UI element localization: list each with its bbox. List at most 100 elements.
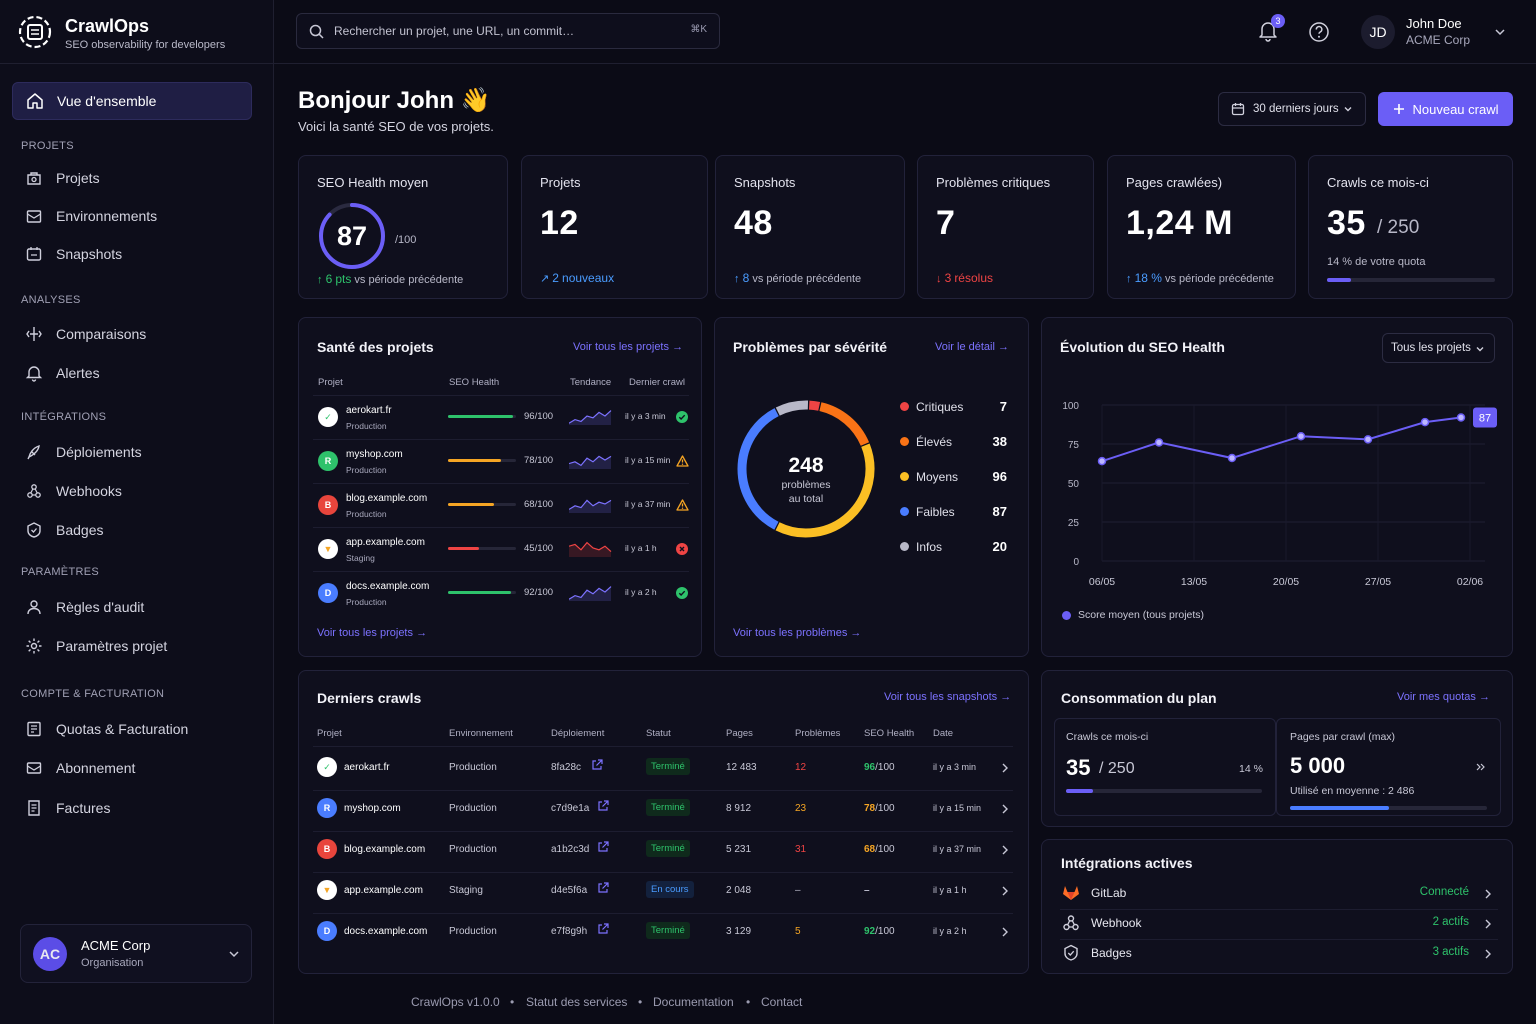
view-all-snapshots-link[interactable]: Voir tous les snapshots →	[884, 691, 1011, 703]
chart-project-filter[interactable]: Tous les projets	[1382, 333, 1495, 363]
nav-item-environnements[interactable]: Environnements	[12, 197, 252, 235]
brand-name[interactable]: CrawlOps	[65, 16, 150, 36]
data-point[interactable]	[1363, 435, 1373, 444]
view-quotas-link[interactable]: Voir mes quotas →	[1397, 691, 1490, 703]
view-all-issues-link[interactable]: Voir tous les problèmes →	[733, 627, 861, 639]
nav-overview-label: Vue d'ensemble	[57, 93, 157, 109]
factures-icon	[24, 798, 44, 818]
nav-item-regles-d-audit[interactable]: Règles d'audit	[12, 588, 252, 626]
crawl-deploy[interactable]: e7f8g9h	[551, 926, 588, 937]
col-project: Projet	[318, 377, 343, 388]
crawl-project[interactable]: aerokart.fr	[344, 762, 390, 773]
nav-overview[interactable]: Vue d'ensemble	[12, 82, 252, 120]
crawl-table-row[interactable]: ✓ aerokart.fr Production 8fa28c Terminé 12 48…	[299, 753, 1027, 787]
nav-item-snapshots[interactable]: Snapshots	[12, 235, 252, 273]
crawl-env: Staging	[449, 885, 483, 896]
nav-item-parametres-projet[interactable]: Paramètres projet	[12, 627, 252, 665]
legend-dot	[900, 437, 909, 446]
chevron-right-icon[interactable]	[1001, 844, 1009, 856]
project-name[interactable]: aerokart.fr	[346, 405, 392, 416]
nav-item-label: Règles d'audit	[56, 599, 145, 615]
arrow-up-right-icon: ↗	[540, 273, 550, 285]
expand-icon[interactable]	[1475, 761, 1487, 773]
crawl-deploy[interactable]: a1b2c3d	[551, 844, 590, 855]
external-link-icon[interactable]	[597, 841, 609, 853]
data-point[interactable]	[1097, 456, 1107, 466]
nav-item-deploiements[interactable]: Déploiements	[12, 433, 252, 471]
user-menu-chevron-icon[interactable]	[1494, 26, 1506, 38]
data-point[interactable]	[1420, 417, 1430, 427]
crawl-deploy[interactable]: d4e5f6a	[551, 885, 588, 896]
user-name[interactable]: John Doe	[1406, 16, 1462, 31]
period-select[interactable]: 30 derniers jours	[1218, 92, 1366, 126]
chevron-right-icon[interactable]	[1001, 885, 1009, 897]
footer-link-docs[interactable]: Documentation	[653, 995, 734, 1009]
crawl-project[interactable]: app.example.com	[344, 885, 423, 896]
new-crawl-button[interactable]: Nouveau crawl	[1378, 92, 1513, 126]
data-point[interactable]	[1154, 438, 1164, 447]
project-name[interactable]: myshop.com	[346, 449, 403, 460]
chevron-right-icon[interactable]	[1484, 918, 1492, 930]
crawl-deploy[interactable]: c7d9e1a	[551, 803, 590, 814]
col-trend: Tendance	[570, 377, 612, 388]
legend-swatch	[1062, 611, 1071, 620]
chevron-right-icon[interactable]	[1001, 762, 1009, 774]
chevron-right-icon[interactable]	[1001, 803, 1009, 815]
health-table-row[interactable]: ▼ app.example.com Staging 45/100 il y a 1 h	[299, 531, 699, 571]
data-point[interactable]	[1227, 453, 1237, 463]
project-name[interactable]: app.example.com	[346, 537, 425, 548]
nav-item-badges[interactable]: Badges	[12, 511, 252, 549]
crawl-deploy[interactable]: 8fa28c	[551, 762, 582, 773]
nav-item-webhooks[interactable]: Webhooks	[12, 472, 252, 510]
org-switcher[interactable]: AC ACME Corp Organisation	[20, 924, 252, 983]
chevron-right-icon[interactable]	[1001, 926, 1009, 938]
data-point[interactable]	[1296, 431, 1306, 441]
y-tick-label: 100	[1062, 401, 1079, 412]
view-all-projects-footer-link[interactable]: Voir tous les projets →	[317, 627, 427, 639]
external-link-icon[interactable]	[597, 882, 609, 894]
crawl-project[interactable]: myshop.com	[344, 803, 401, 814]
nav-item-comparaisons[interactable]: Comparaisons	[12, 315, 252, 353]
trend-sparkline	[569, 539, 613, 559]
view-all-projects-link[interactable]: Voir tous les projets →	[573, 341, 683, 353]
nav-item-abonnement[interactable]: Abonnement	[12, 749, 252, 787]
crawl-project[interactable]: docs.example.com	[344, 926, 428, 937]
project-name[interactable]: blog.example.com	[346, 493, 428, 504]
help-icon[interactable]	[1308, 21, 1330, 43]
external-link-icon[interactable]	[591, 759, 603, 771]
nav-item-projets[interactable]: Projets	[12, 159, 252, 197]
chevron-right-icon[interactable]	[1484, 888, 1492, 900]
crawl-date: il y a 37 min	[933, 844, 982, 854]
view-detail-link[interactable]: Voir le détail →	[935, 341, 1009, 353]
bell-icon[interactable]	[1258, 20, 1278, 42]
nav-item-factures[interactable]: Factures	[12, 789, 252, 827]
crawl-table-row[interactable]: ▼ app.example.com Staging d4e5f6a En cours 2 …	[299, 876, 1027, 910]
integration-row[interactable]: Badges 3 actifs	[1042, 942, 1512, 968]
integration-row[interactable]: GitLab Connecté	[1042, 882, 1512, 908]
nav-item-quotas-facturation[interactable]: Quotas & Facturation	[12, 710, 252, 748]
crawl-project[interactable]: blog.example.com	[344, 844, 426, 855]
nav-item-alertes[interactable]: Alertes	[12, 354, 252, 392]
search-bar[interactable]: ⌘K	[296, 13, 720, 49]
check-circle-icon	[676, 587, 688, 599]
health-table-row[interactable]: ✓ aerokart.fr Production 96/100 il y a 3 min	[299, 399, 699, 439]
footer-link-status[interactable]: Statut des services	[526, 995, 628, 1009]
user-avatar[interactable]: JD	[1361, 15, 1395, 49]
footer-link-contact[interactable]: Contact	[761, 995, 803, 1009]
search-input[interactable]	[334, 24, 664, 38]
project-name[interactable]: docs.example.com	[346, 581, 430, 592]
external-link-icon[interactable]	[597, 800, 609, 812]
footer-sep: •	[638, 995, 643, 1009]
external-link-icon[interactable]	[597, 923, 609, 935]
chevron-right-icon[interactable]	[1484, 948, 1492, 960]
sidebar-divider	[0, 63, 273, 64]
parametres-projet-icon	[24, 636, 44, 656]
integration-row[interactable]: Webhook 2 actifs	[1042, 912, 1512, 938]
data-point[interactable]	[1456, 413, 1466, 422]
